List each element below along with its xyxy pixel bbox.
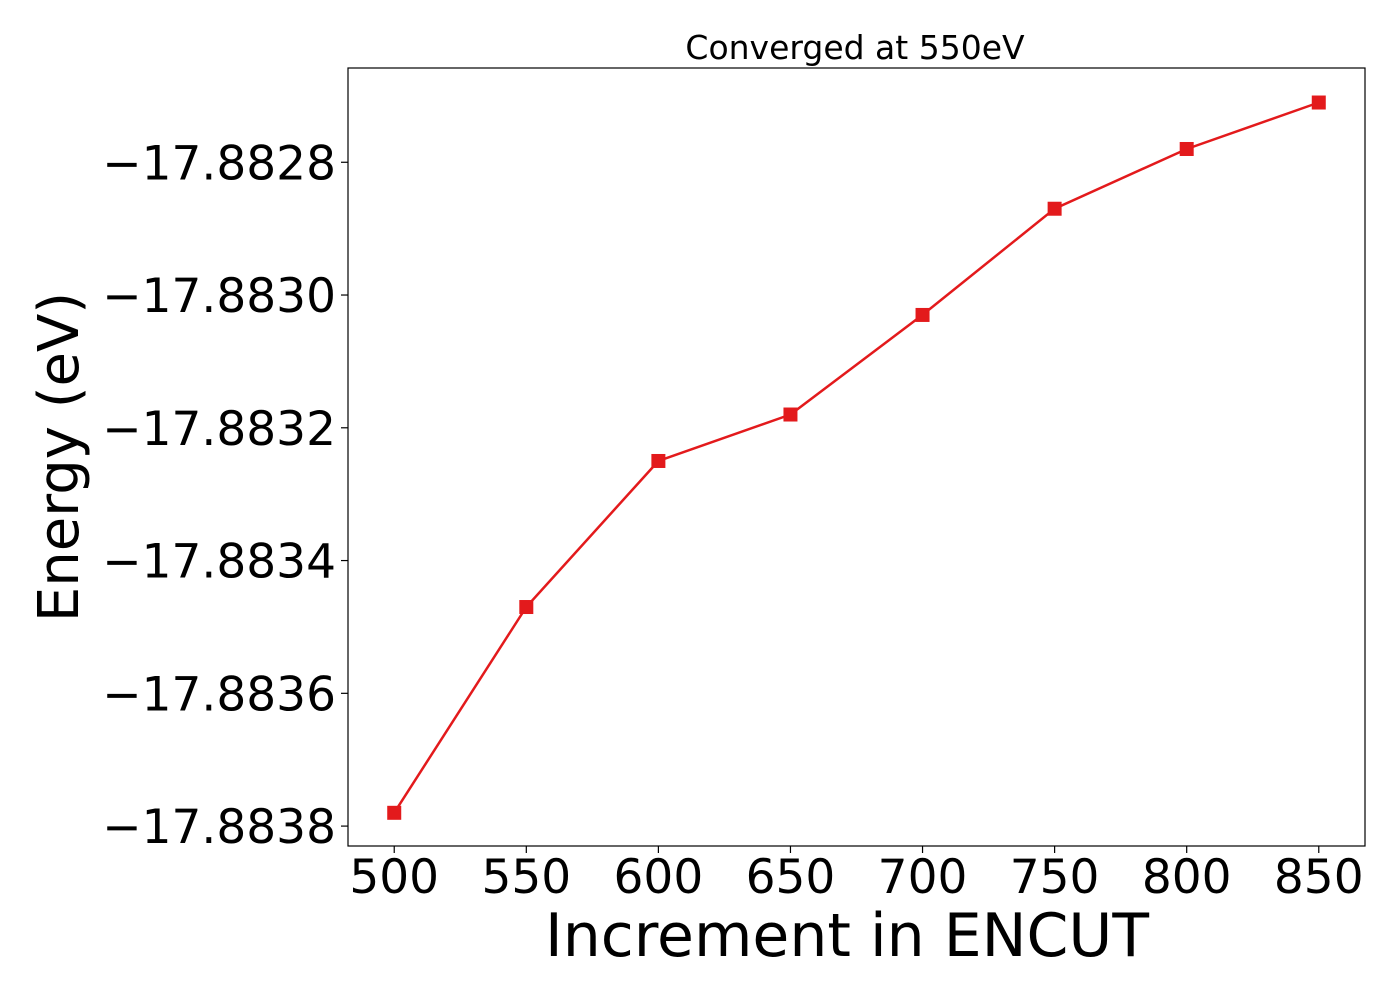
y-axis-label: Energy (eV) [27, 292, 92, 622]
x-axis-label: Increment in ENCUT [545, 901, 1149, 971]
series-line [393, 101, 1320, 814]
y-tick-label: −17.8834 [102, 535, 336, 590]
plot-area: 500 550 600 650 700 750 800 850 −17.8838 −17.8836… [102, 67, 1366, 905]
y-tick-label: −17.8830 [102, 269, 336, 324]
data-point [1047, 201, 1062, 216]
x-tick-label: 500 [349, 850, 439, 905]
x-tick-label: 600 [614, 850, 704, 905]
data-point [387, 805, 402, 820]
x-tick-label: 550 [481, 850, 571, 905]
chart-title: Converged at 550eV [685, 28, 1025, 67]
data-point [915, 307, 930, 322]
y-tick-label: −17.8838 [102, 800, 336, 855]
x-tick-label: 750 [1010, 850, 1100, 905]
data-point [519, 600, 534, 615]
data-point [783, 407, 798, 422]
axes-frame [347, 67, 1366, 847]
y-tick-label: −17.8828 [102, 136, 336, 191]
data-point [651, 453, 666, 468]
y-tick-label: −17.8832 [102, 402, 336, 457]
y-tick-label: −17.8836 [102, 667, 336, 722]
x-tick-label: 700 [878, 850, 968, 905]
x-tick-label: 850 [1274, 850, 1364, 905]
data-point [1311, 95, 1326, 110]
x-tick-label: 650 [746, 850, 836, 905]
x-tick-label: 800 [1142, 850, 1232, 905]
data-point [1179, 141, 1194, 156]
